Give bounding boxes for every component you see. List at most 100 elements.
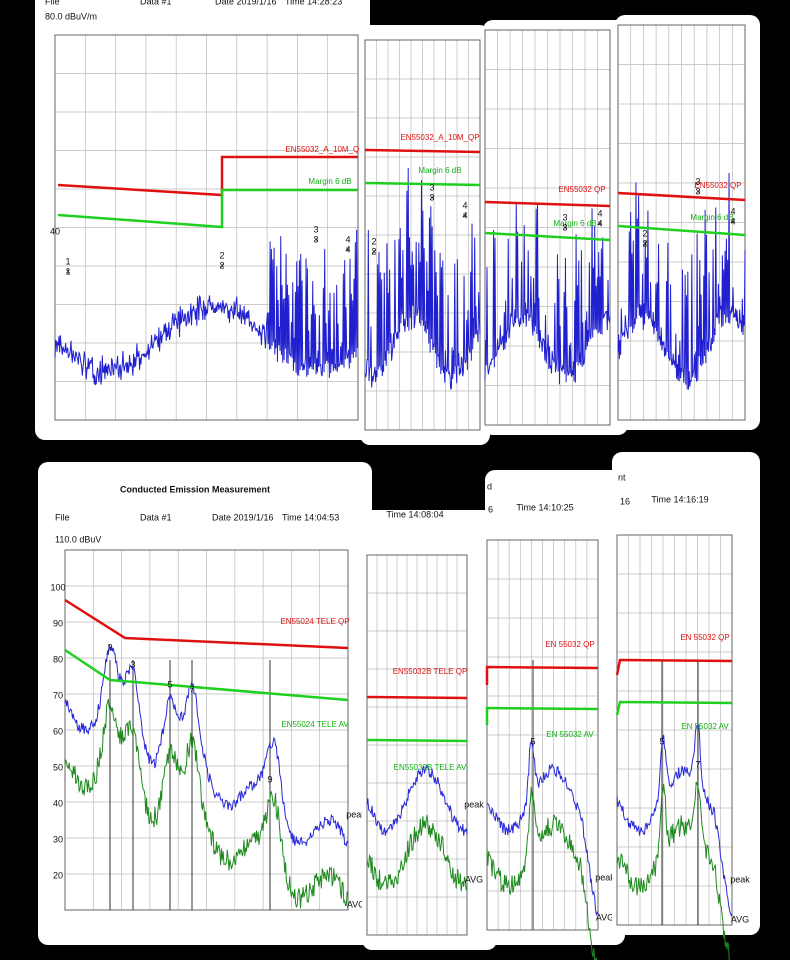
label: 30	[53, 834, 63, 844]
label: 4	[597, 208, 602, 218]
label: 20	[53, 870, 63, 880]
label: File	[45, 0, 60, 6]
label: d	[487, 481, 492, 491]
label: 3	[313, 234, 318, 244]
limit-line-margin	[617, 224, 746, 237]
limit-line-margin	[364, 181, 481, 187]
avg-trace	[64, 698, 349, 909]
peak-trace	[616, 724, 733, 917]
plot-frame	[366, 554, 468, 936]
label: EN55032_A_10M_QP	[400, 133, 479, 142]
spectrum-trace	[54, 229, 359, 386]
plot-frame	[486, 539, 599, 931]
label: 70	[53, 690, 63, 700]
avg-trace	[616, 781, 730, 960]
grid	[484, 29, 611, 426]
limit-line-qp	[484, 200, 611, 208]
limit-line-margin	[57, 188, 358, 229]
label: 3	[562, 222, 567, 232]
label: 5	[530, 736, 535, 746]
label: 2	[371, 246, 376, 256]
label: 7	[695, 759, 700, 769]
label: EN55024 TELE QP	[280, 617, 349, 626]
label: 2	[642, 228, 647, 238]
label: Margin 6 dB	[418, 166, 461, 175]
marker-x: ×	[562, 222, 567, 232]
label: 80	[53, 654, 63, 664]
grid	[64, 549, 349, 911]
label: 2	[219, 250, 224, 260]
marker-x: ×	[730, 216, 735, 226]
label: 4	[462, 200, 467, 210]
label: 1	[65, 266, 70, 276]
plot-frame	[616, 534, 733, 926]
label: 80.0 dBuV/m	[45, 11, 97, 21]
label: 5	[659, 736, 664, 746]
marker-x: ×	[642, 238, 647, 248]
label: 2	[107, 642, 112, 652]
label: EN55032_A_10M_QP	[285, 145, 364, 154]
grid	[486, 539, 599, 931]
limit-line-av	[366, 738, 468, 743]
label: EN55024 TELE AV	[281, 720, 349, 729]
label: Data #1	[140, 0, 172, 6]
label: 2	[371, 236, 376, 246]
label: Date 2019/1/16	[212, 512, 274, 522]
marker-x: ×	[219, 260, 224, 270]
label: 40	[50, 226, 60, 236]
label: EN55032 QP	[558, 185, 605, 194]
label: 5	[167, 679, 172, 689]
limit-line-qp	[64, 598, 349, 650]
label: 3	[695, 186, 700, 196]
limit-line-qp	[615, 658, 733, 676]
label: Time 14:28:23	[285, 0, 342, 6]
limit-line-qp	[364, 148, 481, 154]
label: Margin 6 dB	[690, 213, 733, 222]
plot-frame	[364, 39, 481, 431]
plot-frame	[617, 24, 746, 421]
label: 50	[53, 762, 63, 772]
marker-x: ×	[462, 210, 467, 220]
marker-x: ×	[65, 266, 70, 276]
spectrum-trace	[364, 167, 481, 390]
label: EN55032 QP	[694, 181, 741, 190]
label: EN 55032 AV	[546, 730, 594, 739]
plot-frame	[64, 549, 349, 911]
label: Time 14:08:04	[386, 509, 443, 519]
grid	[617, 24, 746, 421]
label: peak	[595, 872, 615, 882]
label: Time 14:10:25	[516, 502, 573, 512]
marker-x: ×	[695, 186, 700, 196]
label: nt	[618, 472, 626, 482]
label: 7	[189, 684, 194, 694]
grid	[366, 554, 468, 936]
plot-frame	[54, 34, 359, 421]
label: 4	[345, 244, 350, 254]
label: EN55032B TELE AV	[394, 763, 467, 772]
avg-trace	[366, 814, 468, 892]
marker-x: ×	[345, 244, 350, 254]
plot-frame	[484, 29, 611, 426]
label: 60	[53, 726, 63, 736]
label: 40	[53, 798, 63, 808]
peak-trace	[64, 644, 349, 848]
label: EN 55032 AV	[681, 722, 729, 731]
label: 3	[429, 192, 434, 202]
label: 3	[562, 212, 567, 222]
label: 4	[345, 234, 350, 244]
label: 4	[597, 218, 602, 228]
limit-line-av	[64, 648, 349, 702]
label: 4	[730, 206, 735, 216]
label: 100	[50, 582, 65, 592]
label: Time 14:04:53	[282, 512, 339, 522]
limit-line-av	[485, 706, 599, 725]
label: EN55032B TELE QP	[393, 667, 468, 676]
label: Margin 6 dB	[308, 177, 351, 186]
label: 9	[267, 774, 272, 784]
limit-line-qp	[57, 155, 358, 197]
label: 3	[313, 224, 318, 234]
limit-line-qp	[366, 695, 468, 700]
label: peak	[346, 809, 366, 819]
label: 3	[429, 182, 434, 192]
